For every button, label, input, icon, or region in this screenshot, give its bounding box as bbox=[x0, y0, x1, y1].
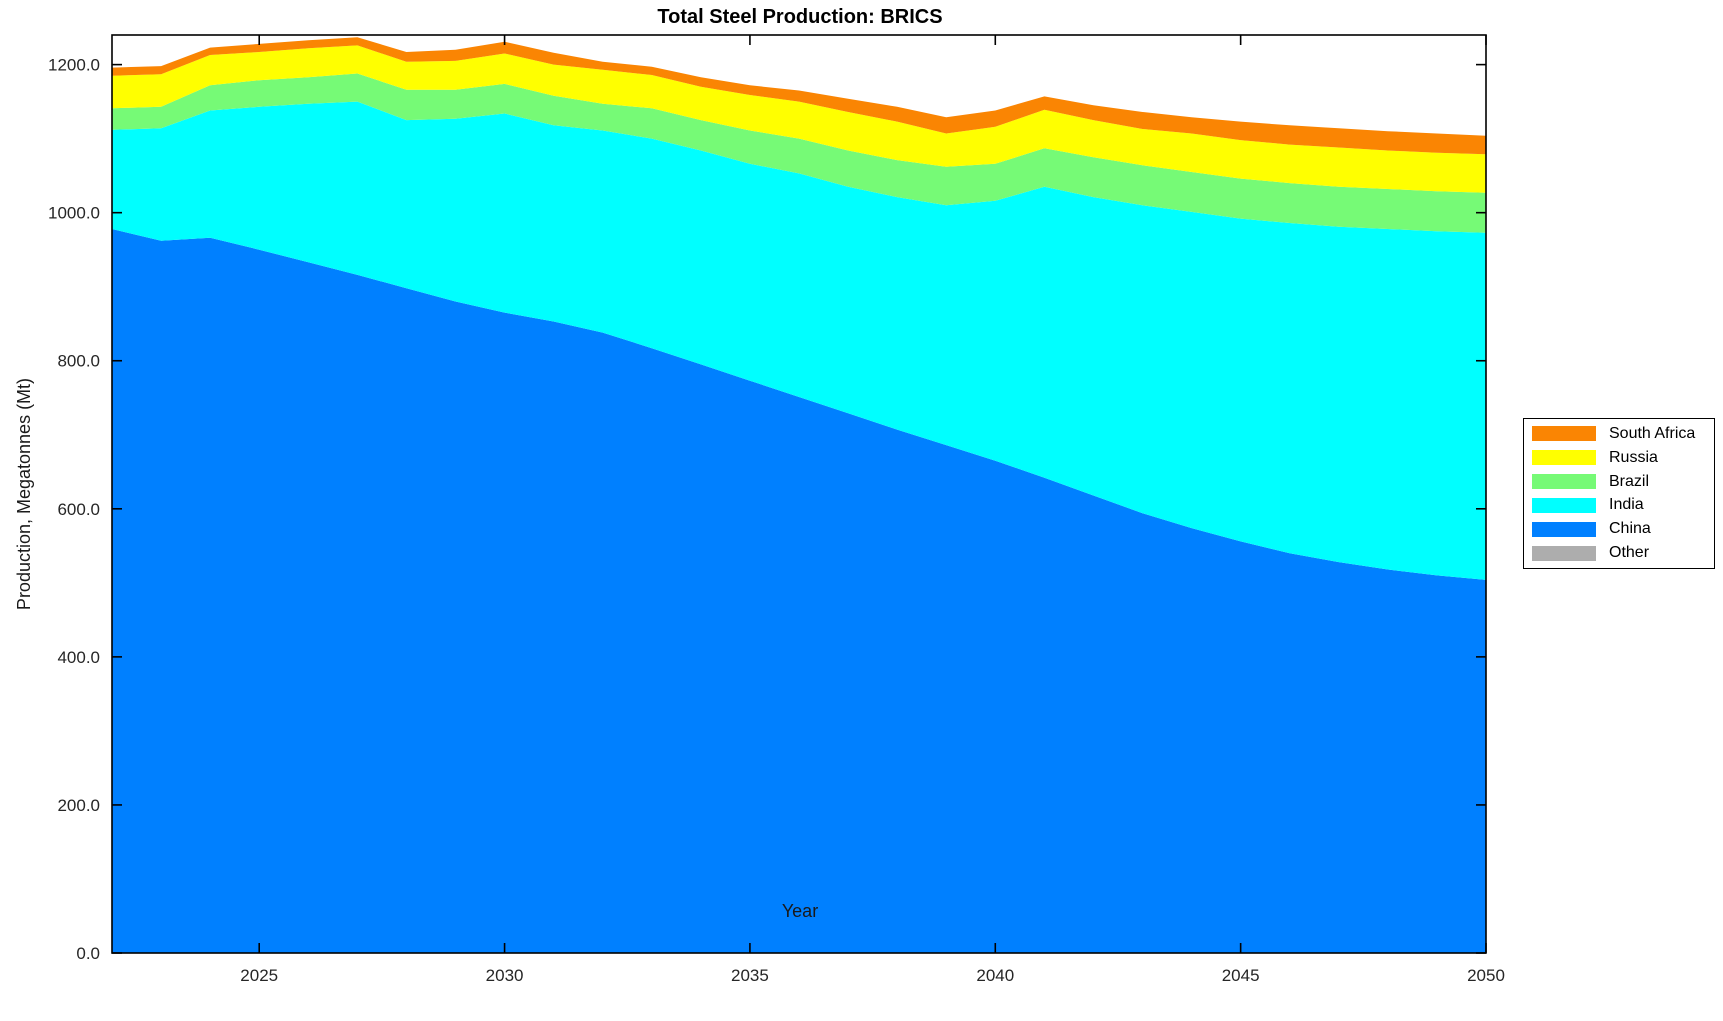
legend-item-south-africa: South Africa bbox=[1524, 423, 1714, 445]
area-india bbox=[112, 101, 1486, 580]
legend: South Africa Russia Brazil India China Other bbox=[1523, 418, 1715, 569]
chart-title: Total Steel Production: BRICS bbox=[657, 6, 943, 28]
x-tick-label-2025: 2025 bbox=[240, 966, 278, 985]
x-tick-label-2035: 2035 bbox=[731, 966, 769, 985]
legend-item-china: China bbox=[1524, 518, 1714, 540]
x-tick-label-2045: 2045 bbox=[1222, 966, 1260, 985]
legend-swatch-brazil bbox=[1532, 474, 1596, 490]
y-axis-label: Production, Megatonnes (Mt) bbox=[14, 377, 34, 611]
legend-swatch-other bbox=[1532, 545, 1596, 561]
x-tick-label-2030: 2030 bbox=[486, 966, 524, 985]
area-south-africa bbox=[112, 37, 1486, 155]
legend-label-china: China bbox=[1609, 520, 1651, 538]
y-tick-label-200.0: 200.0 bbox=[57, 796, 100, 815]
legend-swatch-south-africa bbox=[1532, 426, 1596, 442]
legend-label-other: Other bbox=[1609, 544, 1650, 562]
legend-item-other: Other bbox=[1524, 542, 1714, 564]
area-russia bbox=[112, 45, 1486, 193]
legend-label-brazil: Brazil bbox=[1609, 472, 1650, 490]
x-tick-label-2050: 2050 bbox=[1467, 966, 1505, 985]
legend-swatch-russia bbox=[1532, 450, 1596, 466]
legend-item-india: India bbox=[1524, 494, 1714, 516]
plot-frame bbox=[111, 34, 1487, 954]
y-tick-label-400.0: 400.0 bbox=[57, 648, 100, 667]
legend-swatch-china bbox=[1532, 521, 1596, 537]
legend-item-brazil: Brazil bbox=[1524, 471, 1714, 493]
area-brazil bbox=[112, 73, 1486, 233]
legend-swatch-india bbox=[1532, 497, 1596, 513]
legend-label-south-africa: South Africa bbox=[1609, 424, 1696, 442]
y-tick-label-1000.0: 1000.0 bbox=[48, 204, 100, 223]
legend-label-russia: Russia bbox=[1609, 448, 1658, 466]
legend-item-russia: Russia bbox=[1524, 447, 1714, 469]
y-tick-label-600.0: 600.0 bbox=[57, 500, 100, 519]
x-tick-label-2040: 2040 bbox=[976, 966, 1014, 985]
y-tick-label-1200.0: 1200.0 bbox=[48, 56, 100, 75]
x-axis-label: Year bbox=[781, 901, 819, 921]
area-china bbox=[112, 229, 1486, 953]
legend-label-india: India bbox=[1609, 496, 1644, 514]
y-tick-label-800.0: 800.0 bbox=[57, 352, 100, 371]
y-tick-label-0.0: 0.0 bbox=[76, 944, 100, 963]
